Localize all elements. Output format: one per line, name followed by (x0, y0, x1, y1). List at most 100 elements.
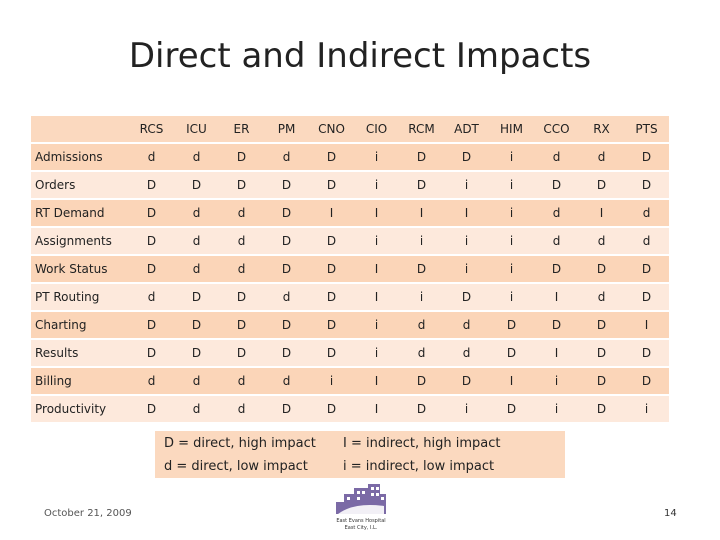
impact-cell: i (534, 368, 579, 394)
row-label: RT Demand (31, 200, 129, 226)
impact-cell: D (489, 396, 534, 422)
page-title: Direct and Indirect Impacts (128, 36, 592, 76)
impact-cell: D (624, 256, 669, 282)
impact-cell: D (399, 256, 444, 282)
column-header: ER (219, 116, 264, 142)
impact-cell: d (174, 228, 219, 254)
impact-cell: i (309, 368, 354, 394)
impact-cell: D (264, 340, 309, 366)
impact-cell: i (354, 144, 399, 170)
impact-cell: D (534, 256, 579, 282)
table-header-row: RCS ICU ER PM CNO CIO RCM ADT HIM CCO RX PTS (31, 116, 669, 142)
impact-cell: D (399, 396, 444, 422)
row-label: Admissions (31, 144, 129, 170)
impact-cell: d (174, 144, 219, 170)
footer-date: October 21, 2009 (44, 508, 132, 519)
row-label: Orders (31, 172, 129, 198)
impact-cell: D (579, 172, 624, 198)
column-header: RCS (129, 116, 174, 142)
row-label: Assignments (31, 228, 129, 254)
legend-direct-high: D = direct, high impact (164, 436, 316, 451)
impact-cell: I (579, 200, 624, 226)
impact-cell: i (489, 284, 534, 310)
impact-cell: D (174, 172, 219, 198)
row-label: Charting (31, 312, 129, 338)
row-label: Results (31, 340, 129, 366)
impact-cell: D (264, 312, 309, 338)
column-header: PM (264, 116, 309, 142)
impact-cell: D (309, 340, 354, 366)
impact-cell: D (444, 368, 489, 394)
impact-cell: i (354, 312, 399, 338)
column-header: HIM (489, 116, 534, 142)
impact-cell: D (534, 172, 579, 198)
impact-cell: d (399, 340, 444, 366)
impact-cell: i (489, 228, 534, 254)
impact-cell: I (444, 200, 489, 226)
impact-cell: D (264, 200, 309, 226)
impact-cell: i (534, 396, 579, 422)
impact-cell: D (579, 368, 624, 394)
impact-cell: I (354, 396, 399, 422)
impact-cell: D (309, 396, 354, 422)
impact-cell: i (399, 228, 444, 254)
impact-cell: d (264, 144, 309, 170)
impact-cell: i (444, 172, 489, 198)
page-number: 14 (664, 508, 677, 519)
impact-cell: I (354, 200, 399, 226)
column-header: CCO (534, 116, 579, 142)
column-header: PTS (624, 116, 669, 142)
logo-text-line2: East City, I.L. (344, 525, 378, 531)
legend-box: D = direct, high impact d = direct, low … (155, 431, 565, 478)
impact-cell: D (219, 340, 264, 366)
impact-cell: D (309, 228, 354, 254)
impact-cell: D (489, 340, 534, 366)
impact-cell: i (489, 200, 534, 226)
column-header: RX (579, 116, 624, 142)
column-header: CNO (309, 116, 354, 142)
impact-cell: d (129, 144, 174, 170)
hospital-logo: East Evans Hospital East City, I.L. (330, 480, 392, 534)
impact-cell: D (624, 144, 669, 170)
impact-cell: d (534, 144, 579, 170)
impact-cell: I (309, 200, 354, 226)
impact-cell: D (174, 284, 219, 310)
hospital-building-icon (336, 484, 386, 514)
impact-cell: D (219, 284, 264, 310)
column-header: ICU (174, 116, 219, 142)
impact-cell: d (579, 228, 624, 254)
impact-cell: i (354, 228, 399, 254)
impact-cell: i (489, 256, 534, 282)
impact-cell: i (354, 340, 399, 366)
impact-cell: D (129, 256, 174, 282)
impact-cell: d (624, 200, 669, 226)
impact-cell: D (399, 172, 444, 198)
impact-cell: I (399, 200, 444, 226)
impact-cell: D (219, 172, 264, 198)
impact-cell: D (264, 256, 309, 282)
impact-cell: d (219, 368, 264, 394)
impact-cell: D (309, 144, 354, 170)
impact-cell: d (174, 368, 219, 394)
column-header: CIO (354, 116, 399, 142)
impact-cell: i (444, 396, 489, 422)
row-label: Work Status (31, 256, 129, 282)
impact-cell: d (219, 200, 264, 226)
impact-cell: D (129, 228, 174, 254)
impact-cell: D (309, 256, 354, 282)
impact-cell: I (624, 312, 669, 338)
impact-cell: D (219, 312, 264, 338)
impact-cell: d (174, 396, 219, 422)
impact-cell: d (174, 256, 219, 282)
impact-cell: D (264, 396, 309, 422)
impact-cell: d (579, 144, 624, 170)
impact-cell: D (129, 200, 174, 226)
table-corner-cell (31, 116, 129, 142)
impact-cell: i (444, 256, 489, 282)
impact-cell: D (534, 312, 579, 338)
impact-cell: i (489, 144, 534, 170)
impact-cell: I (534, 340, 579, 366)
impact-cell: d (129, 284, 174, 310)
